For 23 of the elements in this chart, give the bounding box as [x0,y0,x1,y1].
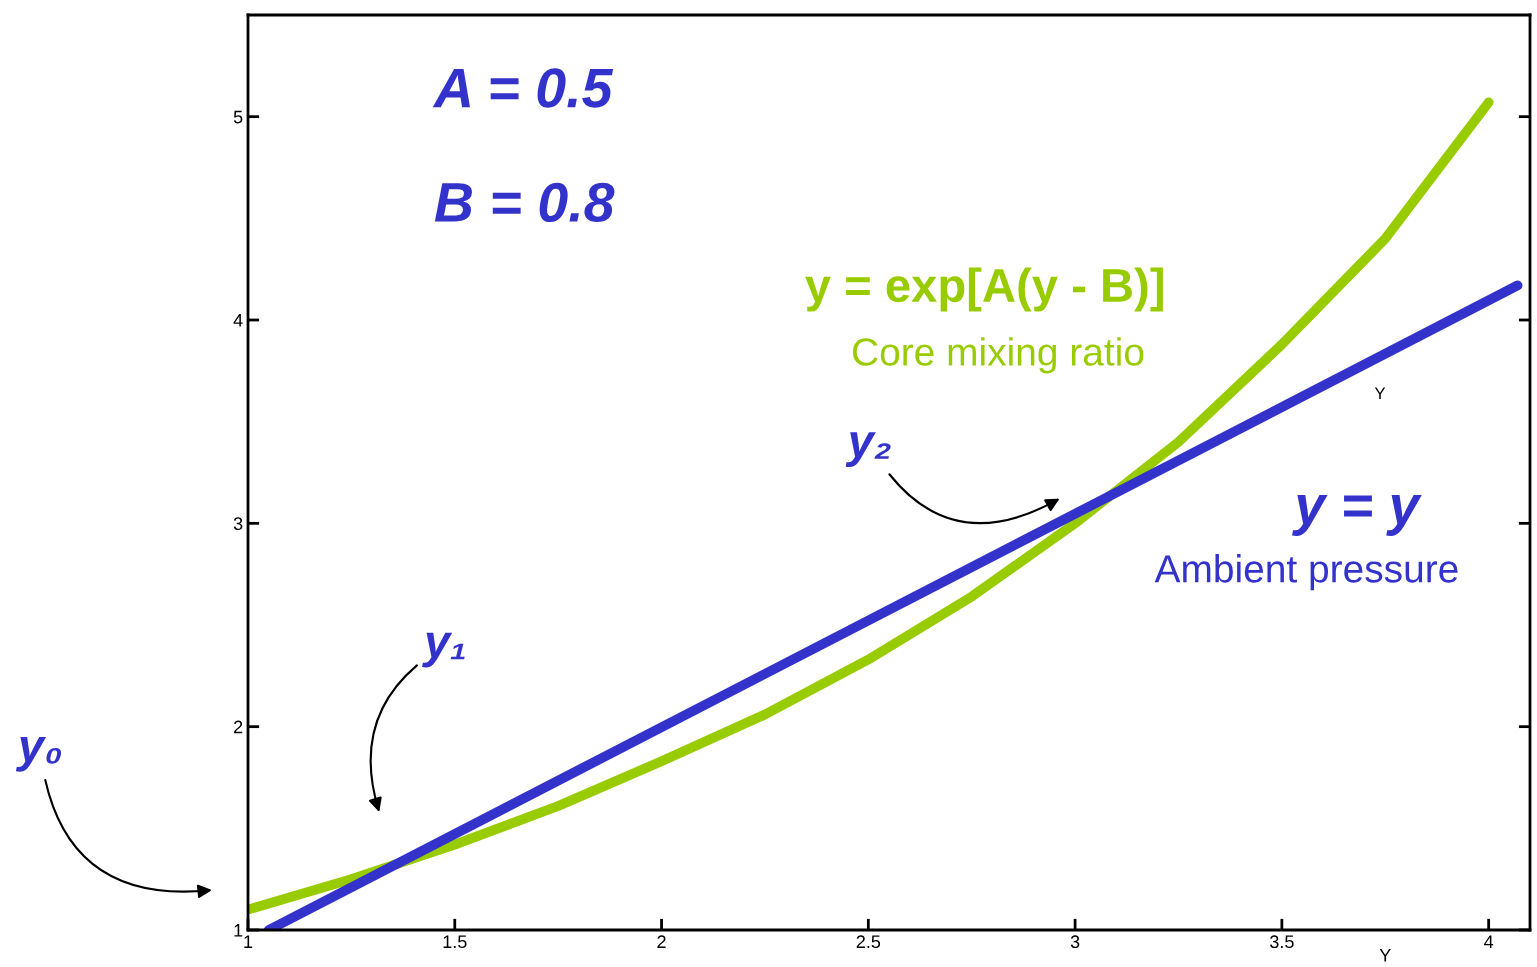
annotation: y = exp[A(y - B)] [805,267,1163,312]
y-tick-label: 2 [234,720,243,734]
x-tick-label: 1.5 [443,935,467,949]
y-tick-label: 3 [233,517,243,531]
annotation: B = 0.8 [434,182,615,223]
annotation: y₂ [845,432,891,468]
x-tick-label: 4 [1484,935,1494,948]
x-tick-label: 2.5 [856,935,881,949]
annotation: A = 0.5 [432,68,614,108]
text: y₀ [15,737,62,772]
annotation: y₁ [422,632,465,668]
annotation: Core mixing ratio [852,337,1144,374]
y-tick-label: 5 [233,110,243,124]
x-tick-label: 1 [244,935,253,948]
x-tick-label: 3 [1070,935,1080,949]
x-axis-title: Y [1379,948,1391,962]
annotation: Ambient pressure [1154,554,1458,591]
x-tick-label: 3.5 [1270,935,1294,949]
y-tick-label: 4 [233,314,243,327]
x-tick-label: 2 [657,935,666,948]
annotation: Y [1374,387,1386,400]
y-tick-label: 1 [234,924,243,937]
annotation: y = y [1292,495,1422,536]
